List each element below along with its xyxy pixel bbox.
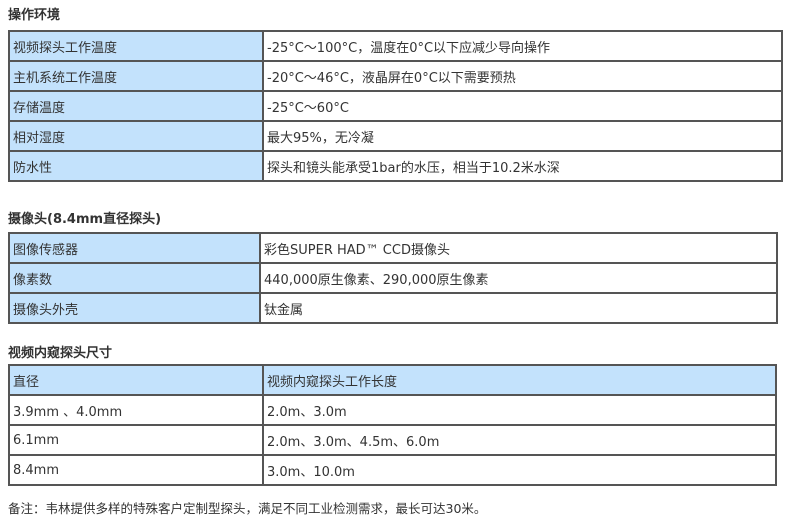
table-row: 存储温度 -25°C～60°C	[8, 90, 783, 122]
table-row: 6.1mm 2.0m、3.0m、4.5m、6.0m	[8, 424, 777, 456]
row-value: -20°C～46°C，液晶屏在0°C以下需要预热	[262, 60, 783, 92]
row-value: 探头和镜头能承受1bar的水压，相当于10.2米水深	[262, 150, 783, 182]
row-value: 最大95%，无冷凝	[262, 120, 783, 152]
length-cell: 2.0m、3.0m	[262, 394, 777, 426]
row-label: 视频探头工作温度	[8, 30, 264, 62]
column-header: 视频内窥探头工作长度	[262, 364, 777, 396]
column-header: 直径	[8, 364, 264, 396]
row-value: 440,000原生像素、290,000原生像素	[259, 262, 778, 294]
section-title-operating-environment: 操作环境	[8, 8, 61, 23]
row-label: 防水性	[8, 150, 264, 182]
operating-environment-table: 视频探头工作温度 -25°C～100°C，温度在0°C以下应减少导向操作 主机系统…	[8, 30, 783, 182]
row-value: -25°C～60°C	[262, 90, 783, 122]
probe-size-table: 直径 视频内窥探头工作长度 3.9mm 、4.0mm 2.0m、3.0m 6.1mm…	[8, 364, 777, 486]
table-row: 摄像头外壳 钛金属	[8, 292, 778, 324]
row-label: 存储温度	[8, 90, 264, 122]
section-title-probe-size: 视频内窥探头尺寸	[8, 346, 113, 361]
diameter-cell: 6.1mm	[8, 424, 264, 456]
table-row: 视频探头工作温度 -25°C～100°C，温度在0°C以下应减少导向操作	[8, 30, 783, 62]
row-label: 图像传感器	[8, 232, 261, 264]
table-row: 主机系统工作温度 -20°C～46°C，液晶屏在0°C以下需要预热	[8, 60, 783, 92]
row-label: 摄像头外壳	[8, 292, 261, 324]
row-value: -25°C～100°C，温度在0°C以下应减少导向操作	[262, 30, 783, 62]
diameter-cell: 8.4mm	[8, 454, 264, 486]
row-value: 钛金属	[259, 292, 778, 324]
row-value: 彩色SUPER HAD™ CCD摄像头	[259, 232, 778, 264]
row-label: 主机系统工作温度	[8, 60, 264, 92]
table-row: 防水性 探头和镜头能承受1bar的水压，相当于10.2米水深	[8, 150, 783, 182]
length-cell: 3.0m、10.0m	[262, 454, 777, 486]
length-cell: 2.0m、3.0m、4.5m、6.0m	[262, 424, 777, 456]
table-header-row: 直径 视频内窥探头工作长度	[8, 364, 777, 396]
camera-table: 图像传感器 彩色SUPER HAD™ CCD摄像头 像素数 440,000原生像素、…	[8, 232, 778, 324]
table-row: 3.9mm 、4.0mm 2.0m、3.0m	[8, 394, 777, 426]
table-row: 8.4mm 3.0m、10.0m	[8, 454, 777, 486]
table-row: 像素数 440,000原生像素、290,000原生像素	[8, 262, 778, 294]
table-row: 图像传感器 彩色SUPER HAD™ CCD摄像头	[8, 232, 778, 264]
row-label: 相对湿度	[8, 120, 264, 152]
row-label: 像素数	[8, 262, 261, 294]
footnote: 备注：韦林提供多样的特殊客户定制型探头，满足不同工业检测需求，最长可达30米。	[8, 501, 487, 516]
diameter-cell: 3.9mm 、4.0mm	[8, 394, 264, 426]
section-title-camera: 摄像头(8.4mm直径探头)	[8, 212, 162, 227]
table-row: 相对湿度 最大95%，无冷凝	[8, 120, 783, 152]
